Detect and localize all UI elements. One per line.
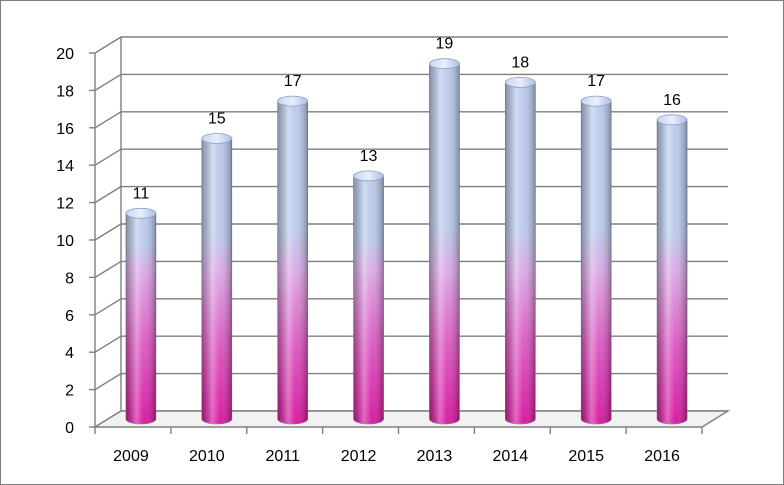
- gridline: [94, 73, 728, 91]
- y-tick-label: 2: [65, 383, 74, 400]
- y-tick-label: 12: [56, 196, 74, 213]
- label-layer: 11 15 17 13 19 18 17 16: [133, 36, 681, 203]
- y-tick-label: 14: [56, 158, 74, 175]
- y-tick-label: 6: [65, 308, 74, 325]
- x-tick-label: 2014: [493, 448, 529, 465]
- bar: [201, 133, 233, 425]
- gridline: [94, 185, 728, 204]
- bar: [429, 58, 460, 425]
- y-tick-label: 4: [65, 345, 74, 362]
- bar: [656, 114, 688, 425]
- data-label: 15: [208, 111, 226, 128]
- bar: [353, 170, 384, 425]
- chart-floor: [92, 410, 731, 428]
- grid-layer: [94, 36, 728, 428]
- gridline: [94, 111, 728, 129]
- y-tick-label: 18: [56, 83, 74, 100]
- data-label: 17: [587, 73, 605, 90]
- axis-layer: 0 2 4 6 8 10 12 14 16 18 20 2009 2010 2011 2012 2013 201…: [56, 37, 731, 465]
- y-tick-label: 20: [56, 46, 74, 63]
- x-tick-label: 2010: [189, 448, 225, 465]
- bar: [277, 95, 309, 425]
- gridline: [94, 36, 728, 54]
- data-label: 17: [284, 73, 302, 90]
- bar-layer: [125, 58, 688, 425]
- data-label: 18: [511, 54, 529, 71]
- data-label: 19: [436, 36, 454, 53]
- x-tick-label: 2012: [341, 448, 377, 465]
- y-tick-label: 8: [65, 270, 74, 287]
- gridline: [94, 148, 728, 166]
- gridline: [94, 372, 728, 391]
- gridline: [94, 335, 728, 353]
- data-label: 13: [360, 148, 378, 165]
- gridline: [94, 223, 728, 241]
- x-tick-label: 2013: [417, 448, 453, 465]
- gridline: [94, 260, 728, 278]
- x-tick-label: 2011: [265, 448, 300, 465]
- y-tick-label: 16: [56, 121, 74, 138]
- bar: [580, 95, 612, 425]
- bar: [504, 77, 536, 425]
- y-tick-label: 10: [56, 233, 74, 250]
- y-tick-label: 0: [65, 420, 74, 437]
- data-label: 11: [133, 185, 150, 202]
- gridline: [94, 298, 728, 316]
- bar: [125, 207, 157, 425]
- x-tick-label: 2016: [644, 448, 680, 465]
- x-tick-label: 2015: [568, 448, 604, 465]
- data-label: 16: [663, 92, 681, 109]
- x-tick-label: 2009: [113, 448, 149, 465]
